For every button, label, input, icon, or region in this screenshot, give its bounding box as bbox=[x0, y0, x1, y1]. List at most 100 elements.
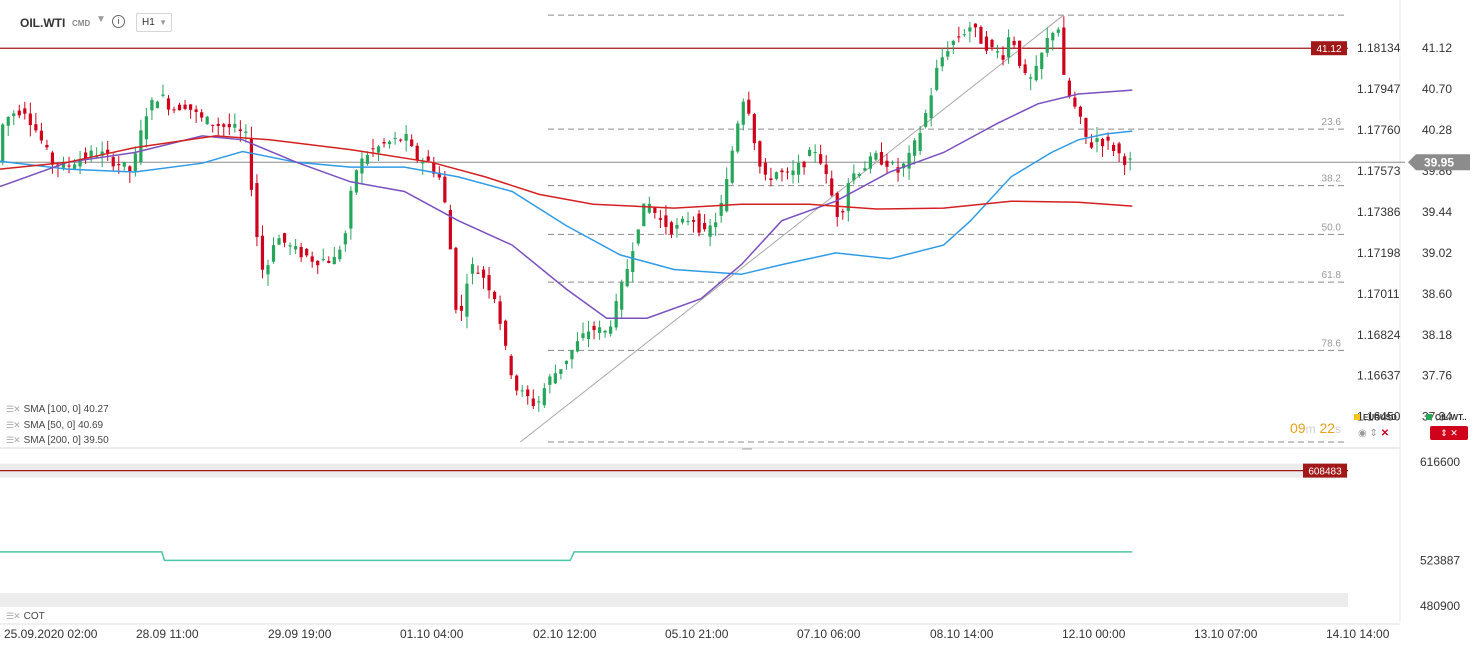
indicator-label: SMA [200, 0] 39.50 bbox=[23, 435, 109, 446]
pair-oil[interactable]: OIL.WT.. bbox=[1426, 413, 1467, 422]
time-tick-label: 12.10 00:00 bbox=[1062, 627, 1126, 641]
candle-body bbox=[520, 390, 524, 392]
candle-body bbox=[940, 57, 944, 67]
secondary-tick-label: 1.17386 bbox=[1357, 205, 1401, 219]
candle-body bbox=[421, 161, 425, 164]
candle-body bbox=[647, 203, 651, 213]
candle-body bbox=[100, 151, 104, 156]
settings-icon[interactable]: ☰✕ bbox=[6, 435, 21, 445]
candle-body bbox=[432, 162, 436, 174]
horizontal-line-badge bbox=[1311, 41, 1347, 56]
candle-body bbox=[1123, 156, 1127, 165]
trend-line bbox=[520, 14, 1064, 443]
candle-body bbox=[913, 140, 917, 156]
candle-body bbox=[1084, 117, 1088, 137]
candle-body bbox=[597, 327, 602, 333]
price-tick-label: 38.18 bbox=[1422, 328, 1452, 342]
eye-icon[interactable]: ◉ bbox=[1358, 428, 1367, 439]
indicator-row[interactable]: ☰✕ SMA [100, 0] 40.27 bbox=[6, 402, 109, 418]
chevron-down-icon[interactable]: ▼ bbox=[96, 14, 106, 25]
candle-body bbox=[808, 149, 812, 156]
info-icon[interactable]: i bbox=[112, 15, 125, 28]
timeframe-select[interactable]: H1 ▼ bbox=[136, 13, 172, 32]
pair-delete-button[interactable]: ⇕ ✕ bbox=[1430, 426, 1468, 440]
candle-body bbox=[1067, 80, 1071, 97]
candle-body bbox=[443, 176, 447, 203]
secondary-tick-label: 1.17011 bbox=[1357, 287, 1400, 301]
candle-body bbox=[133, 153, 137, 172]
cot-marker-badge bbox=[1303, 463, 1347, 478]
candle-body bbox=[454, 247, 458, 310]
candle-body bbox=[1034, 65, 1038, 81]
cot-legend[interactable]: ☰✕ COT bbox=[6, 611, 45, 622]
candle-body bbox=[150, 99, 154, 111]
candle-body bbox=[841, 211, 845, 213]
candle-body bbox=[249, 138, 254, 190]
candle-body bbox=[17, 110, 21, 116]
price-tick-label: 40.70 bbox=[1422, 82, 1452, 96]
candle-body bbox=[1012, 40, 1016, 46]
pair-eurusd[interactable]: EURUSD bbox=[1354, 413, 1397, 422]
candle-body bbox=[387, 141, 392, 145]
candle-body bbox=[393, 137, 397, 139]
candle-body bbox=[664, 215, 668, 227]
candle-body bbox=[708, 225, 712, 237]
candle-body bbox=[725, 179, 729, 212]
candle-body bbox=[23, 108, 27, 114]
secondary-tick-label: 1.16824 bbox=[1357, 328, 1401, 342]
candle-body bbox=[39, 130, 43, 141]
candle-body bbox=[669, 222, 674, 235]
symbol-name[interactable]: OIL.WTI bbox=[20, 16, 66, 30]
candle-body bbox=[946, 51, 950, 57]
timer-minutes: 09 bbox=[1290, 420, 1306, 436]
candle-body bbox=[642, 203, 646, 227]
candle-body bbox=[564, 360, 569, 365]
candle-body bbox=[653, 207, 657, 213]
candle-body bbox=[504, 320, 508, 346]
candle-body bbox=[785, 171, 790, 173]
candle-body bbox=[769, 178, 773, 181]
candle-body bbox=[338, 249, 342, 260]
candle-body bbox=[166, 98, 171, 110]
candle-body bbox=[426, 156, 430, 161]
indicator-row[interactable]: ☰✕ SMA [50, 0] 40.69 bbox=[6, 418, 109, 434]
candle-body bbox=[61, 162, 66, 168]
settings-icon[interactable]: ☰✕ bbox=[6, 611, 21, 621]
time-tick-label: 13.10 07:00 bbox=[1194, 627, 1258, 641]
time-tick-label: 02.10 12:00 bbox=[533, 627, 597, 641]
candle-body bbox=[1095, 138, 1099, 143]
candle-body bbox=[526, 389, 530, 397]
candle-body bbox=[349, 190, 353, 229]
close-icon[interactable]: ✕ bbox=[1380, 428, 1390, 439]
pair-label: OIL.WT.. bbox=[1435, 413, 1467, 422]
settings-icon[interactable]: ☰✕ bbox=[6, 419, 21, 430]
candle-body bbox=[294, 246, 298, 250]
price-tick-label: 38.60 bbox=[1422, 287, 1452, 301]
candle-body bbox=[128, 166, 132, 172]
candle-body bbox=[266, 265, 270, 275]
secondary-tick-label: 1.17198 bbox=[1357, 246, 1401, 260]
candle-body bbox=[796, 163, 801, 175]
horizontal-line-label: 41.12 bbox=[1316, 44, 1341, 55]
candle-body bbox=[106, 149, 110, 154]
candle-body bbox=[481, 269, 486, 278]
cot-tick-label: 523887 bbox=[1420, 553, 1460, 567]
candle-body bbox=[620, 282, 624, 310]
fibonacci-level-label: 61.8 bbox=[1322, 270, 1342, 281]
candle-body bbox=[376, 146, 381, 153]
candle-body bbox=[879, 152, 884, 165]
candle-body bbox=[929, 95, 933, 119]
settings-icon[interactable]: ☰✕ bbox=[6, 404, 21, 414]
indicator-label: SMA [100, 0] 40.27 bbox=[23, 404, 109, 415]
candle-body bbox=[1040, 52, 1044, 70]
candle-body bbox=[1056, 29, 1060, 33]
indicator-row[interactable]: ☰✕ SMA [200, 0] 39.50 bbox=[6, 433, 109, 449]
candle-body bbox=[194, 109, 198, 113]
sort-icon[interactable]: ⇕ bbox=[1369, 428, 1378, 439]
candle-body bbox=[205, 116, 209, 125]
candle-body bbox=[12, 113, 16, 117]
candle-body bbox=[935, 67, 939, 90]
time-tick-label: 25.09.2020 02:00 bbox=[4, 627, 98, 641]
